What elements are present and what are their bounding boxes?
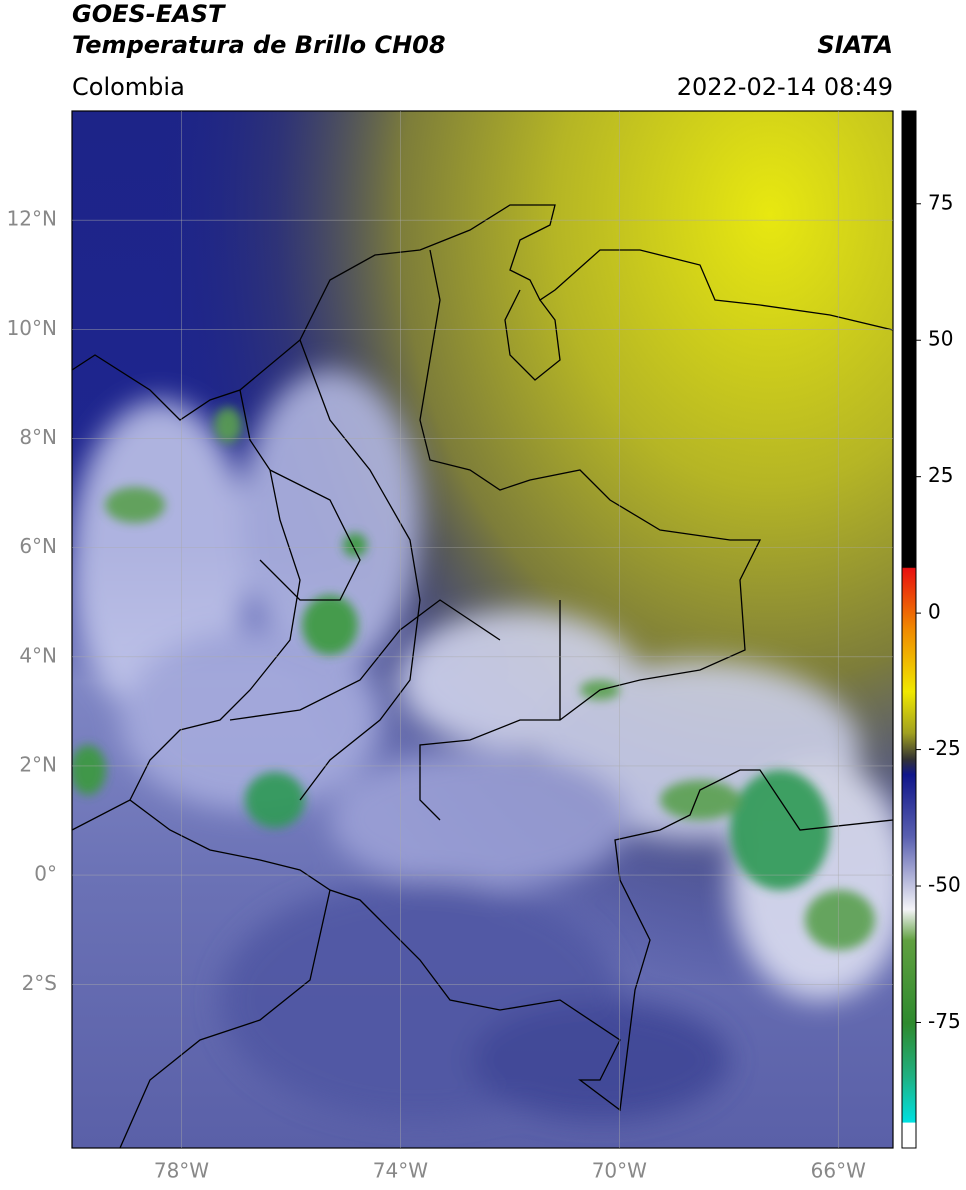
lat-tick-label: 4°N — [19, 643, 57, 667]
satellite-image — [72, 111, 893, 1148]
lat-tick-label: 6°N — [19, 534, 57, 558]
product: Temperatura de Brillo CH08 — [72, 31, 446, 59]
lat-tick-label: 10°N — [7, 316, 57, 340]
lat-tick-label: 2°S — [22, 971, 57, 995]
colorbar-tick-label: -75 — [928, 1009, 961, 1033]
colorbar-tick-label: -50 — [928, 873, 961, 897]
satellite: GOES-EAST — [72, 0, 226, 28]
colorbar-tick-label: 50 — [928, 327, 953, 351]
lon-tick-label: 66°W — [811, 1159, 866, 1183]
map-frame — [71, 110, 894, 1149]
timestamp: 2022-02-14 08:49 — [677, 73, 893, 101]
region: Colombia — [72, 73, 185, 101]
lat-tick-label: 0° — [34, 862, 57, 886]
lon-tick-label: 78°W — [154, 1159, 209, 1183]
lon-tick-label: 70°W — [592, 1159, 647, 1183]
lat-tick-label: 8°N — [19, 425, 57, 449]
lat-tick-label: 2°N — [19, 752, 57, 776]
colorbar — [901, 110, 917, 1149]
colorbar-tick-label: -25 — [928, 736, 961, 760]
lat-tick-label: 12°N — [7, 207, 57, 231]
colorbar-tick-label: 25 — [928, 463, 953, 487]
colorbar-tick-label: 75 — [928, 190, 953, 214]
colorbar-tick-label: 0 — [928, 600, 941, 624]
lon-tick-label: 74°W — [373, 1159, 428, 1183]
source: SIATA — [817, 31, 893, 59]
